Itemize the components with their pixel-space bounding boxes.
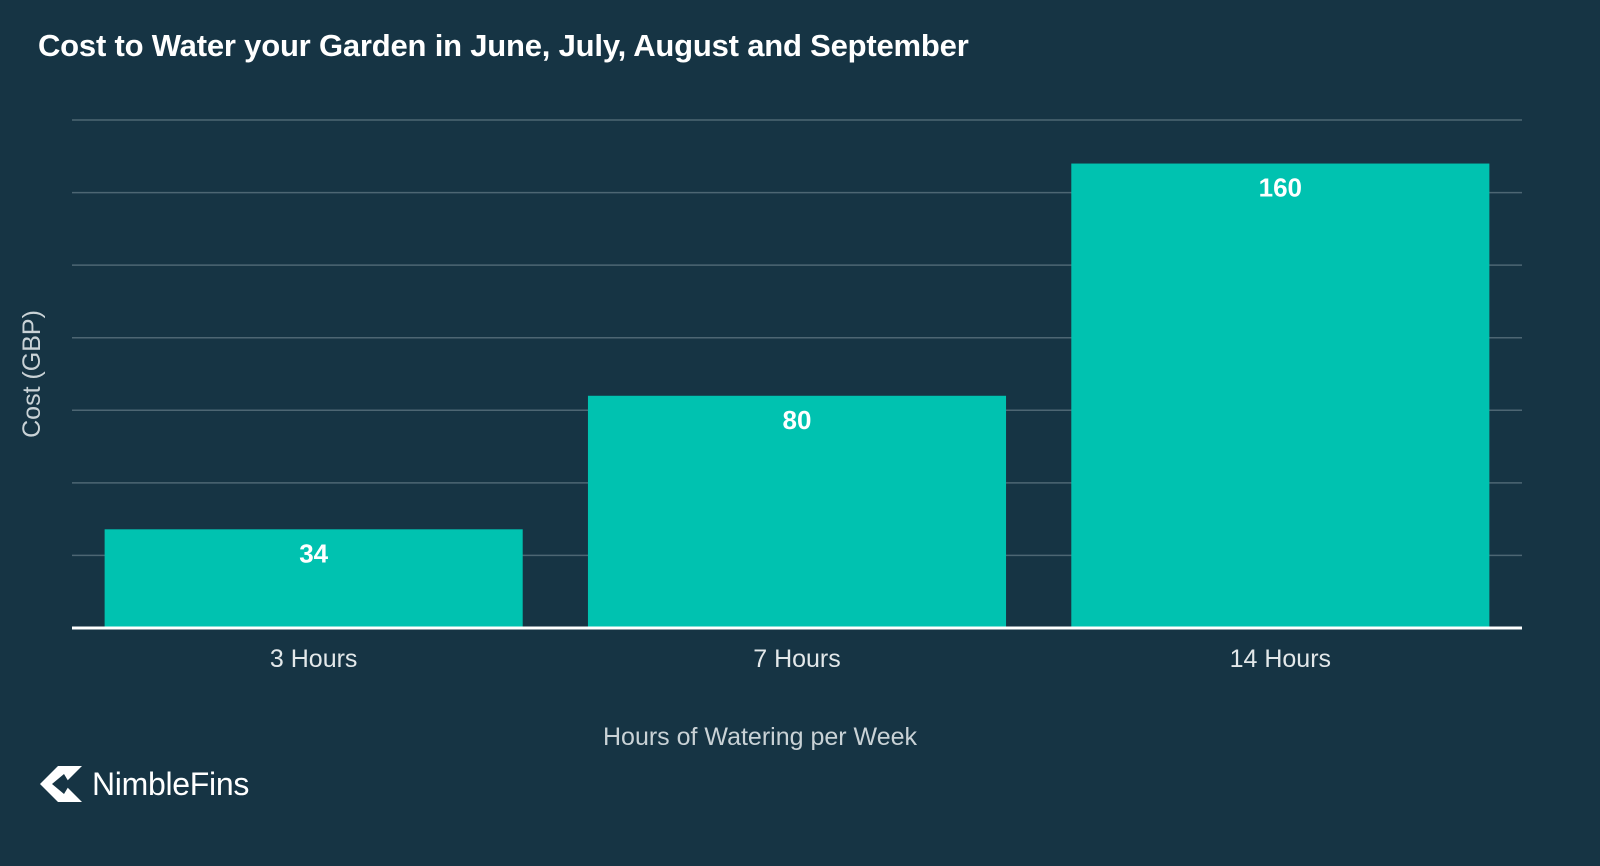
x-tick-label: 7 Hours xyxy=(753,645,841,673)
bars xyxy=(104,163,1490,629)
brand-name: NimbleFins xyxy=(92,765,250,802)
bar xyxy=(104,529,523,628)
bar xyxy=(587,395,1007,628)
chart-title: Cost to Water your Garden in June, July,… xyxy=(38,28,969,63)
bar-value-label: 80 xyxy=(783,405,812,435)
data-labels: 34 80 160 xyxy=(299,173,1302,569)
y-axis-title: Cost (GBP) xyxy=(18,310,46,438)
x-tick-labels: 3 Hours 7 Hours 14 Hours xyxy=(270,645,1331,673)
brand-logo: NimbleFins xyxy=(38,764,249,804)
bar-value-label: 34 xyxy=(299,538,328,568)
x-tick-label: 14 Hours xyxy=(1230,645,1331,673)
x-axis-title: Hours of Watering per Week xyxy=(603,723,918,751)
x-tick-label: 3 Hours xyxy=(270,645,358,673)
nimblefins-logo-icon xyxy=(40,766,82,802)
bar xyxy=(1071,163,1490,629)
bar-value-label: 160 xyxy=(1259,173,1302,203)
